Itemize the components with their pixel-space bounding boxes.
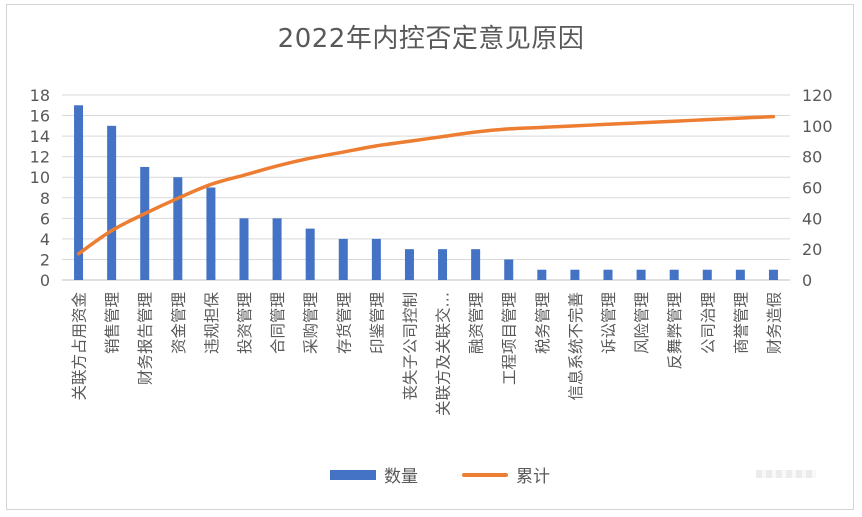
- x-tick-label: 财务报告管理: [137, 292, 155, 385]
- bar: [570, 269, 580, 280]
- bar: [471, 249, 481, 280]
- y-left-tick-label: 2: [40, 250, 50, 269]
- x-tick-label: 财务造假: [765, 292, 783, 354]
- x-tick-label: 存货管理: [335, 292, 353, 354]
- y-right-tick-label: 0: [802, 271, 812, 290]
- bar: [504, 259, 514, 280]
- bar: [206, 187, 216, 280]
- bar: [537, 269, 547, 280]
- watermark: [756, 470, 816, 478]
- x-tick-label: 反舞弊管理: [666, 292, 684, 370]
- x-tick-label: 合同管理: [269, 292, 287, 354]
- y-right-tick-label: 60: [802, 179, 822, 198]
- chart-title: 2022年内控否定意见原因: [277, 24, 585, 54]
- x-tick-label: 商誉管理: [732, 292, 750, 354]
- x-tick-label: 风险管理: [633, 292, 651, 354]
- y-right-tick-label: 40: [802, 209, 822, 228]
- y-right-tick-label: 120: [802, 86, 833, 105]
- bar: [371, 238, 381, 280]
- legend-swatch-bar: [330, 469, 376, 480]
- x-tick-label: 违规担保: [203, 292, 221, 355]
- bar: [305, 228, 315, 280]
- bar: [702, 269, 712, 280]
- bar: [768, 269, 778, 280]
- y-left-tick-label: 6: [40, 209, 50, 228]
- x-tick-label: 丧失子公司控制: [401, 292, 419, 401]
- bar: [603, 269, 613, 280]
- bar: [272, 218, 282, 280]
- legend-label-count: 数量: [384, 467, 418, 487]
- bar: [173, 177, 183, 280]
- bar: [404, 249, 414, 280]
- y-left-tick-label: 8: [40, 189, 50, 208]
- bar: [669, 269, 679, 280]
- x-tick-label: 印鉴管理: [368, 292, 386, 354]
- x-tick-label: 资金管理: [170, 292, 188, 354]
- bar: [140, 166, 150, 280]
- legend-item-cumulative: 累计: [462, 462, 550, 487]
- y-left-tick-label: 0: [40, 271, 50, 290]
- x-tick-label: 关联方占用资金: [71, 292, 89, 401]
- x-tick-label: 采购管理: [302, 292, 320, 354]
- x-tick-label: 诉讼管理: [600, 292, 618, 354]
- bar: [338, 238, 348, 280]
- legend-item-count: 数量: [330, 462, 418, 487]
- x-tick-label: 工程项目管理: [501, 292, 519, 385]
- y-left-tick-label: 10: [30, 168, 50, 187]
- x-tick-label: 信息系统不完善: [567, 292, 585, 401]
- x-tick-label: 投资管理: [236, 292, 254, 354]
- x-tick-label: 销售管理: [104, 292, 122, 354]
- bar: [636, 269, 646, 280]
- y-left-tick-label: 18: [30, 86, 50, 105]
- legend-swatch-line: [462, 472, 508, 477]
- x-tick-label: 税务管理: [534, 292, 552, 354]
- bar: [107, 125, 117, 280]
- bar: [438, 249, 448, 280]
- legend: 数量 累计: [330, 462, 584, 487]
- y-left-tick-label: 16: [30, 107, 50, 126]
- x-tick-label: 关联方及关联交…: [435, 292, 453, 416]
- y-left-tick-label: 12: [30, 148, 50, 167]
- y-left-tick-label: 14: [30, 127, 50, 146]
- y-right-tick-label: 100: [802, 117, 833, 136]
- x-tick-label: 公司治理: [699, 292, 717, 354]
- x-tick-label: 融资管理: [468, 292, 486, 354]
- cumulative-line: [76, 114, 776, 256]
- y-left-tick-label: 4: [40, 230, 50, 249]
- bar: [735, 269, 745, 280]
- y-right-tick-label: 80: [802, 148, 822, 167]
- bar: [239, 218, 249, 280]
- legend-label-cumulative: 累计: [516, 467, 550, 487]
- bar: [74, 105, 84, 281]
- y-right-tick-label: 20: [802, 240, 822, 259]
